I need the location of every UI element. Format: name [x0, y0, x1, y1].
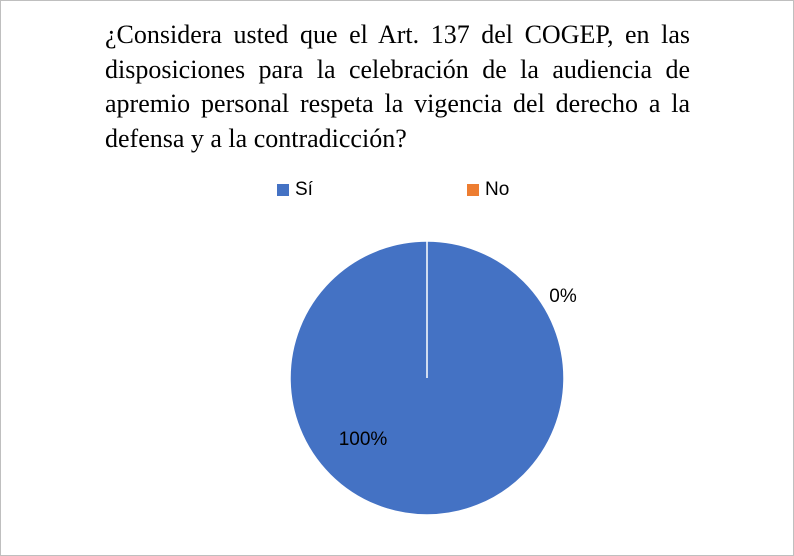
legend-swatch	[467, 184, 479, 196]
legend-swatch	[277, 184, 289, 196]
legend-label: Sí	[295, 179, 314, 200]
data-label: 100%	[339, 429, 388, 450]
data-label: 0%	[549, 286, 577, 307]
chart-title: ¿Considera usted que el Art. 137 del COG…	[105, 20, 690, 153]
legend-label: No	[485, 179, 509, 200]
